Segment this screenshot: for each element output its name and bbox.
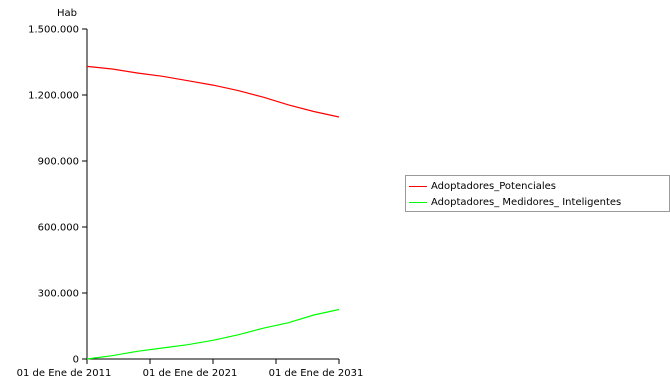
series-lines xyxy=(86,65,340,360)
legend-item-adoptadores-medidores-inteligentes: Adoptadores_ Medidores_ Inteligentes xyxy=(409,195,621,209)
series-line-adoptadores-potenciales xyxy=(86,65,340,118)
y-tick-label: 1.200.000 xyxy=(28,91,79,102)
y-tick-label: 0 xyxy=(73,355,79,366)
legend-item-adoptadores-potenciales: Adoptadores_Potenciales xyxy=(409,179,556,193)
y-axis-label: Hab xyxy=(57,8,77,19)
y-axis: 0 300.000 600.000 900.000 1.200.000 1.500.000… xyxy=(28,8,88,366)
legend-swatch-red xyxy=(409,185,427,187)
y-tick-label: 1.500.000 xyxy=(28,25,79,36)
x-axis: 01 de Ene de 2011 01 de Ene de 2021 01 de … xyxy=(17,358,364,379)
x-tick-label: 01 de Ene de 2011 xyxy=(17,368,112,379)
y-tick-label: 300.000 xyxy=(38,289,79,300)
x-tick-label: 01 de Ene de 2031 xyxy=(269,368,364,379)
legend: Adoptadores_Potenciales Adoptadores_ Med… xyxy=(405,175,670,212)
y-tick-label: 600.000 xyxy=(38,223,79,234)
legend-swatch-green xyxy=(409,201,427,203)
legend-label: Adoptadores_Potenciales xyxy=(431,180,556,192)
x-tick-label: 01 de Ene de 2021 xyxy=(143,368,238,379)
series-line-adoptadores-medidores-inteligentes xyxy=(86,308,340,360)
legend-label: Adoptadores_ Medidores_ Inteligentes xyxy=(431,196,622,208)
y-tick-label: 900.000 xyxy=(38,157,79,168)
